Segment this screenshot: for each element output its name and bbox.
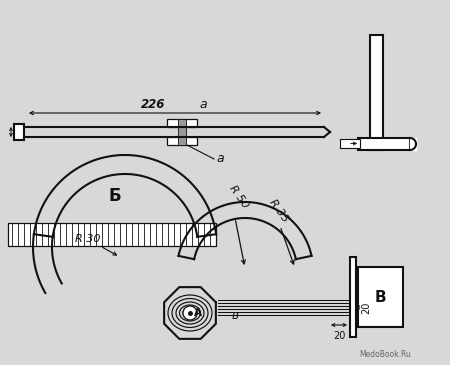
Text: R 35: R 35 [267,197,290,224]
Bar [358,267,403,327]
Text: в: в [232,309,239,322]
Text: 20: 20 [361,301,371,314]
Bar [8,223,216,246]
Bar [167,119,197,127]
Text: 226: 226 [141,98,165,111]
Text: В: В [375,289,386,304]
Text: a: a [199,98,207,111]
Bar [340,139,360,148]
Text: a: a [216,153,224,165]
Text: R 50: R 50 [227,183,250,210]
Bar [167,137,197,145]
Bar [350,257,356,337]
Bar [14,124,24,140]
Bar [358,138,410,150]
Text: R 30: R 30 [75,234,100,244]
Bar [178,119,186,145]
Bar [370,35,383,150]
Text: 20: 20 [333,331,345,341]
Text: Б: Б [109,187,122,205]
Text: MedoBook.Ru: MedoBook.Ru [359,350,411,359]
Text: А: А [194,308,202,318]
Circle shape [183,306,197,320]
